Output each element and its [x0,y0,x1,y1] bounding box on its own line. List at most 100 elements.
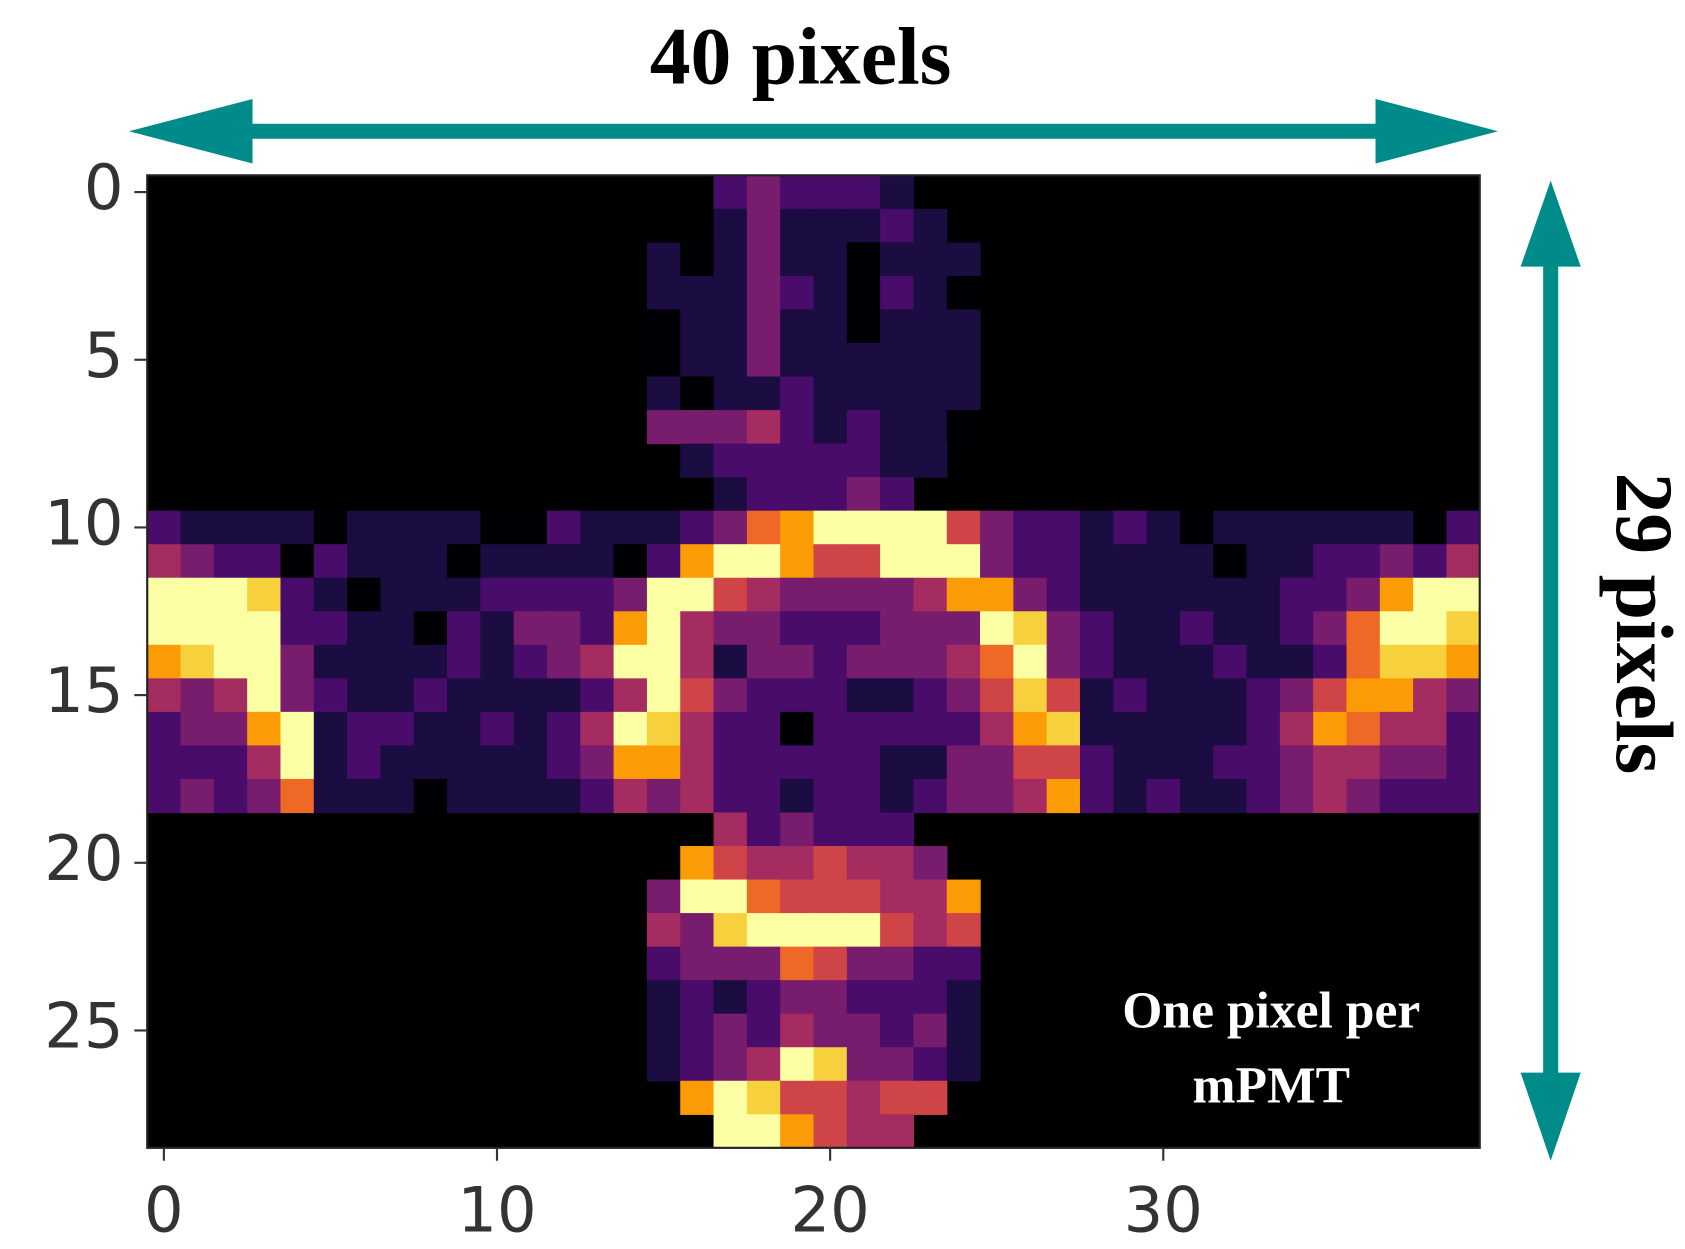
cell [780,645,814,679]
cell [1080,645,1114,679]
cell [1013,745,1047,779]
cell [847,410,881,444]
cell [314,678,348,712]
y-tick-label: 15 [44,654,123,727]
cell [547,645,581,679]
cell [480,712,514,746]
cell [1113,678,1147,712]
cell [913,1047,947,1081]
cell [1446,678,1480,712]
cell [1247,578,1281,612]
cell [947,1014,981,1048]
cell [1313,544,1347,578]
cell [1346,511,1380,545]
cell [680,980,714,1014]
cell [1047,645,1081,679]
cell [680,1014,714,1048]
cell [780,544,814,578]
cell [747,477,781,511]
cell [647,678,681,712]
cell [247,779,281,813]
cell [913,242,947,276]
cell [813,209,847,243]
cell [1247,544,1281,578]
cell [1247,779,1281,813]
cell [747,410,781,444]
cell [780,578,814,612]
cell [747,947,781,981]
cell [1013,611,1047,645]
cell [714,712,748,746]
cell [913,980,947,1014]
cell [913,779,947,813]
cell [280,511,314,545]
cell [680,276,714,310]
cell [647,343,681,377]
cell [780,980,814,1014]
cell [147,779,181,813]
cell [1346,544,1380,578]
cell [680,779,714,813]
cell [1080,678,1114,712]
cell [614,645,648,679]
cell [813,1114,847,1148]
cell [1313,578,1347,612]
cell [580,611,614,645]
cell [1380,511,1414,545]
cell [913,410,947,444]
y-tick-label: 25 [44,990,123,1063]
cell [747,209,781,243]
cell [147,578,181,612]
cell [980,712,1014,746]
cell [1380,712,1414,746]
cell [680,880,714,914]
cell [714,410,748,444]
cell [847,779,881,813]
cell [1147,511,1181,545]
cell [947,611,981,645]
cell [1380,578,1414,612]
cell [813,880,847,914]
cell [314,745,348,779]
cell [813,377,847,411]
cell [647,913,681,947]
cell [647,578,681,612]
cell [780,377,814,411]
cell [947,980,981,1014]
cell [947,544,981,578]
cell [1080,745,1114,779]
cell [1213,645,1247,679]
cell [714,913,748,947]
cell [280,645,314,679]
cell [181,678,215,712]
cell [913,343,947,377]
cell [813,812,847,846]
cell [580,511,614,545]
cell [847,611,881,645]
cell [614,745,648,779]
cell [847,209,881,243]
cell [880,678,914,712]
cell [847,242,881,276]
annotation: One pixel per [1122,983,1420,1040]
cell [913,947,947,981]
cell [913,611,947,645]
cell [1047,678,1081,712]
cell [1013,578,1047,612]
cell [813,913,847,947]
cell [680,544,714,578]
cell [414,578,448,612]
cell [947,343,981,377]
cell [1047,611,1081,645]
cell [447,578,481,612]
cell [680,578,714,612]
cell [514,544,548,578]
cell [1346,645,1380,679]
cell [880,544,914,578]
cell [747,343,781,377]
cell [880,242,914,276]
cell [747,1047,781,1081]
cell [1113,578,1147,612]
cell [1180,511,1214,545]
cell [447,544,481,578]
